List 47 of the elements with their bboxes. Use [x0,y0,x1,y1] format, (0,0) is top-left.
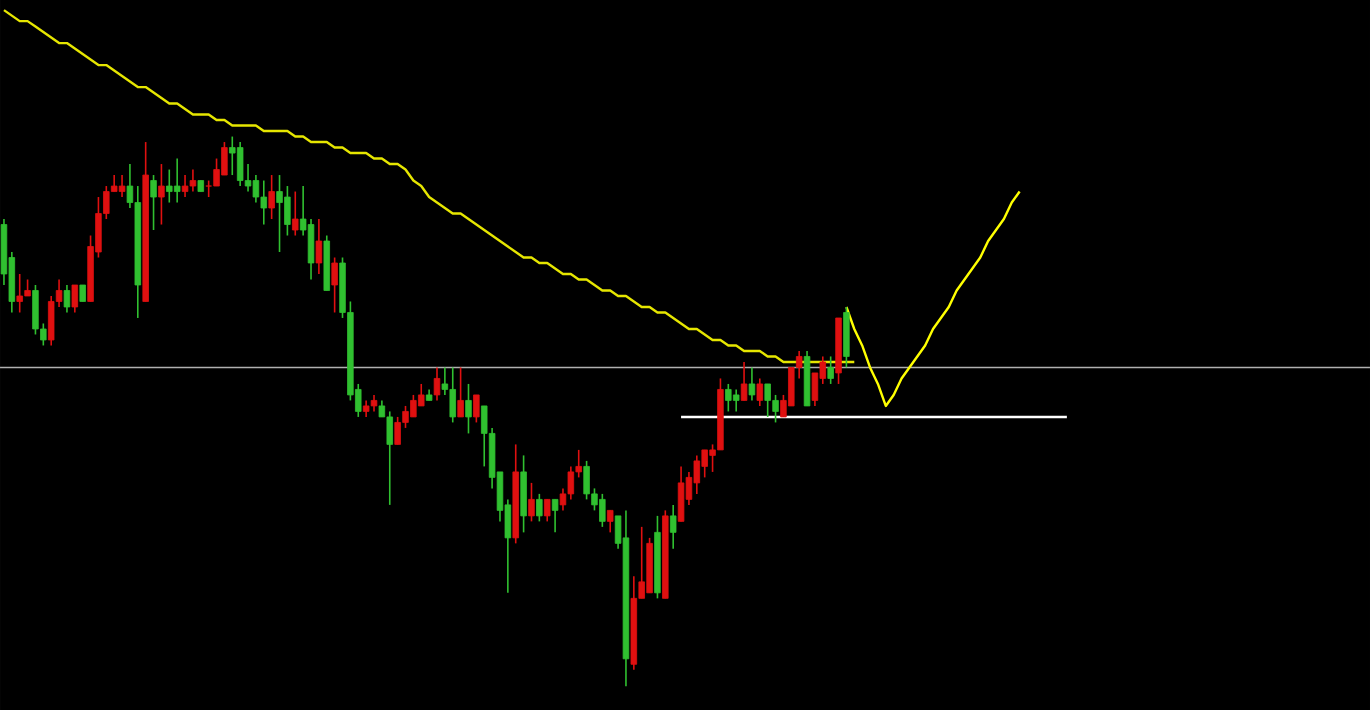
candlestick [449,366,456,424]
candlestick [748,366,756,402]
candlestick [71,284,79,314]
candlestick [16,273,23,314]
candlestick [465,383,472,435]
candlestick [410,394,417,418]
candlestick [756,377,764,407]
candlestick [551,498,559,534]
candlestick [677,465,685,523]
candlestick [520,454,527,534]
candlestick [32,284,39,336]
candlestick [236,141,244,187]
candlestick [536,493,543,523]
candlestick [764,383,771,418]
candlestick [189,168,197,193]
candlestick [669,504,677,550]
candlestick [732,388,740,413]
candlestick [173,157,181,204]
candlestick [307,218,315,281]
candlestick [457,366,464,418]
candlestick [118,174,126,198]
candlestick [268,174,275,220]
candlestick [276,174,283,253]
candlestick [606,509,614,534]
candlestick [386,410,393,506]
candlestick [599,493,606,528]
candlestick [843,306,850,369]
candlestick [315,218,323,275]
candlestick [394,416,401,446]
candlestick [725,383,732,413]
candlestick [150,174,157,231]
candlestick [166,168,173,204]
candlestick [260,179,268,226]
candlestick [827,355,834,385]
candlestick [528,482,535,523]
candlestick [158,163,165,226]
candlestick [331,256,338,314]
candlestick [229,135,236,176]
candlestick [284,185,291,237]
candlestick [583,460,590,501]
candlestick [181,174,189,198]
candlestick [740,361,748,402]
candlestick [292,190,299,237]
candlestick [543,498,551,523]
candlestick [63,284,71,314]
candlestick [473,394,480,424]
candlestick [433,366,441,402]
